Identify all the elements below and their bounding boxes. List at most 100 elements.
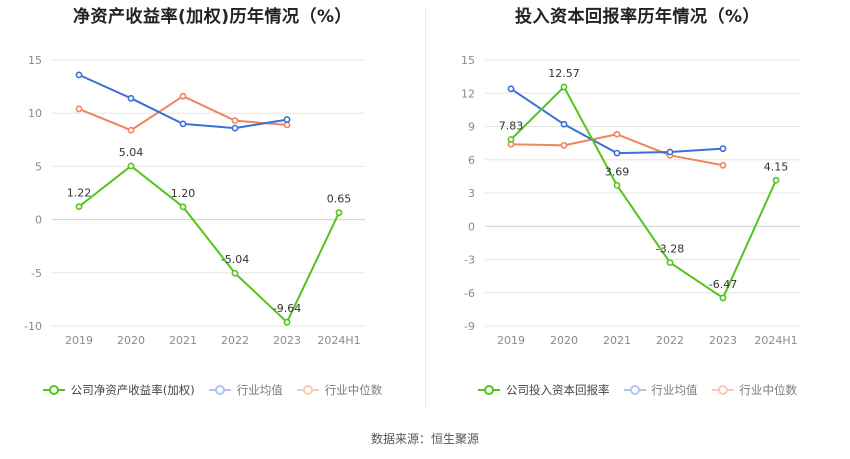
data-point-company (231, 269, 239, 277)
data-point-company (179, 203, 187, 211)
x-tick-label: 2024H1 (754, 334, 797, 347)
roe-chart-panel: 净资产收益率(加权)历年情况（%） 15 10 5 0 -5 -10 2019 2020 202… (0, 0, 425, 420)
series-line-avg (510, 87, 724, 155)
legend-marker-company (478, 384, 500, 396)
x-tick-label: 2019 (65, 334, 93, 347)
data-point-median (560, 141, 568, 149)
x-tick-label: 2020 (550, 334, 578, 347)
legend-marker-median (711, 384, 734, 396)
data-point-avg (560, 120, 568, 128)
data-point-avg (613, 149, 621, 157)
y-tick-label: 0 (468, 220, 475, 233)
roe-chart-svg: 15 10 5 0 -5 -10 2019 2020 2021 2022 2023 2024H1 1.2… (24, 54, 365, 347)
legend-marker-avg (623, 384, 646, 396)
chart-legend: 公司投入资本回报率 行业均值 行业中位数 (425, 382, 850, 398)
legend-label: 行业中位数 (324, 383, 383, 397)
data-point-avg (231, 124, 239, 132)
y-tick-label: 15 (461, 54, 475, 67)
legend-item-median[interactable]: 行业中位数 (296, 382, 383, 398)
legend-item-median[interactable]: 行业中位数 (711, 382, 798, 398)
x-tick-label: 2022 (221, 334, 249, 347)
data-point-median (179, 92, 187, 100)
data-label: 1.20 (171, 187, 196, 200)
data-point-company (666, 259, 674, 267)
legend-label: 行业中位数 (739, 383, 798, 397)
data-label: -5.04 (221, 253, 249, 266)
data-point-median (613, 130, 621, 138)
data-point-company (127, 162, 135, 170)
legend-marker-company (42, 384, 65, 396)
data-label: 0.65 (327, 193, 352, 206)
data-label: -9.64 (273, 302, 301, 315)
legend-item-company[interactable]: 公司净资产收益率(加权) (42, 382, 195, 398)
y-tick-label: 5 (35, 160, 42, 173)
y-tick-label: -3 (464, 254, 475, 267)
legend-item-avg[interactable]: 行业均值 (208, 382, 283, 398)
data-point-avg (75, 71, 83, 79)
data-point-median (719, 161, 727, 169)
y-tick-label: -9 (464, 320, 475, 333)
y-tick-label: 9 (468, 121, 475, 134)
data-point-company (335, 209, 343, 217)
data-point-median (231, 117, 239, 125)
y-tick-label: 12 (461, 87, 475, 100)
data-label: 12.57 (548, 67, 580, 80)
y-tick-label: 0 (35, 214, 42, 227)
data-point-company (283, 318, 291, 326)
legend-marker-median (296, 384, 319, 396)
legend-label: 行业均值 (236, 383, 283, 397)
legend-marker-avg (208, 384, 231, 396)
data-source-note: 数据来源：恒生聚源 (370, 432, 479, 446)
data-point-avg (666, 148, 674, 156)
data-label: 1.22 (67, 187, 92, 200)
data-label: 7.83 (499, 119, 524, 132)
data-point-avg (127, 94, 135, 102)
data-label: 4.15 (764, 160, 789, 173)
legend-item-company[interactable]: 公司投入资本回报率 (478, 382, 610, 398)
y-tick-label: -5 (31, 267, 42, 280)
legend-label: 公司净资产收益率(加权) (70, 383, 195, 397)
chart-title: 投入资本回报率历年情况（%） (514, 7, 761, 27)
data-label: 3.69 (605, 165, 630, 178)
series-line-company (78, 164, 340, 324)
x-tick-label: 2021 (603, 334, 631, 347)
y-tick-label: 3 (468, 187, 475, 200)
x-tick-label: 2019 (497, 334, 525, 347)
y-tick-label: 6 (468, 154, 475, 167)
y-tick-label: 15 (28, 54, 42, 67)
roic-chart-svg: 15 12 9 6 3 0 -3 -6 -9 2019 2020 2021 2022 2023 2024H1… (461, 54, 800, 347)
x-tick-label: 2022 (656, 334, 684, 347)
x-tick-label: 2023 (273, 334, 301, 347)
roic-chart-panel: 投入资本回报率历年情况（%） 15 12 9 6 3 0 -3 -6 -9 2019 2020 202… (425, 0, 850, 420)
data-point-avg (719, 145, 727, 153)
data-point-company (719, 294, 727, 302)
data-point-avg (507, 85, 515, 93)
y-tick-label: -6 (464, 287, 475, 300)
legend-item-avg[interactable]: 行业均值 (623, 382, 698, 398)
data-point-company (507, 136, 515, 143)
data-point-company (75, 203, 83, 211)
legend-label: 行业均值 (651, 383, 698, 397)
data-point-company (613, 181, 621, 189)
x-tick-label: 2021 (169, 334, 197, 347)
data-point-median (127, 126, 135, 134)
series-line-company (510, 85, 777, 299)
data-point-median (283, 121, 291, 129)
data-point-median (75, 105, 83, 113)
legend-label: 公司投入资本回报率 (506, 383, 610, 397)
data-label: -6.47 (709, 278, 737, 291)
y-tick-label: 10 (28, 107, 42, 120)
series-line-avg (78, 73, 288, 130)
x-tick-label: 2023 (709, 334, 737, 347)
data-label: -3.28 (656, 243, 684, 256)
data-label: 5.04 (119, 146, 144, 159)
panel-divider (425, 8, 426, 408)
x-tick-label: 2020 (117, 334, 145, 347)
chart-title: 净资产收益率(加权)历年情况（%） (72, 7, 353, 27)
data-point-company (772, 176, 780, 184)
data-point-avg (179, 120, 187, 128)
x-tick-label: 2024H1 (317, 334, 360, 347)
y-tick-label: -10 (24, 320, 42, 333)
data-point-company (560, 83, 568, 91)
data-point-avg (283, 116, 291, 123)
